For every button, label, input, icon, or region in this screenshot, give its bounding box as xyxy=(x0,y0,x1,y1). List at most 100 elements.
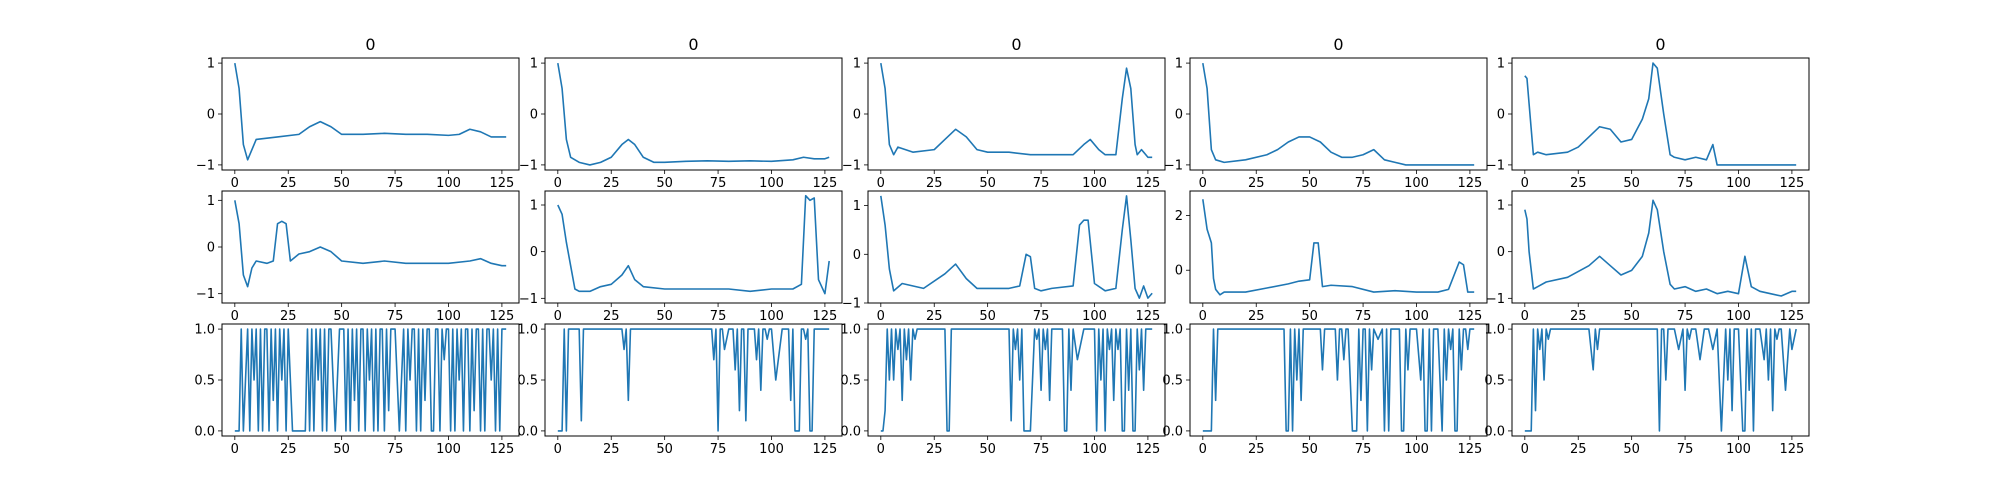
y-tick-label: 0.5 xyxy=(1162,374,1183,389)
y-tick-label: 0 xyxy=(1497,245,1505,260)
y-tick-label: 0.0 xyxy=(840,424,861,439)
x-tick-label: 50 xyxy=(1301,442,1318,457)
subplot-r2-c2: 0 25 50 75 100 125 0.0 0.5 1.0 xyxy=(840,323,1166,457)
x-tick-label: 0 xyxy=(1521,176,1529,191)
y-tick-label: 1.0 xyxy=(517,323,538,338)
x-tick-label: 25 xyxy=(280,442,297,457)
y-tick-label: 1 xyxy=(207,57,215,72)
y-tick-label: 0 xyxy=(1175,108,1183,123)
y-tick-label: 0 xyxy=(853,108,861,123)
x-tick-label: 50 xyxy=(333,442,350,457)
y-tick-label: −1 xyxy=(842,297,861,312)
x-tick-label: 125 xyxy=(1457,442,1482,457)
x-tick-label: 25 xyxy=(1248,442,1265,457)
x-tick-label: 25 xyxy=(1248,309,1265,324)
y-tick-label: 1 xyxy=(207,194,215,209)
x-tick-label: 100 xyxy=(1404,309,1429,324)
x-tick-label: 50 xyxy=(979,309,996,324)
x-tick-label: 125 xyxy=(812,442,837,457)
x-tick-label: 100 xyxy=(1082,309,1107,324)
series-line xyxy=(557,62,830,166)
x-tick-label: 25 xyxy=(280,176,297,191)
axes-frame xyxy=(544,57,843,171)
axes-frame xyxy=(1511,190,1810,304)
x-tick-label: 50 xyxy=(333,176,350,191)
y-tick-label: 0 xyxy=(1175,264,1183,279)
y-tick-label: 0.0 xyxy=(1484,424,1505,439)
y-tick-label: 1 xyxy=(530,199,538,214)
x-tick-label: 75 xyxy=(710,442,727,457)
subplot-r0-c2: 0 25 50 75 100 125 −1 0 1 xyxy=(842,57,1166,191)
series-line xyxy=(1524,328,1797,432)
subplot-r0-c0: 0 25 50 75 100 125 −1 0 1 xyxy=(196,57,520,191)
x-tick-label: 25 xyxy=(1570,442,1587,457)
x-tick-label: 125 xyxy=(1779,442,1804,457)
y-tick-label: 1 xyxy=(1497,57,1505,72)
x-tick-label: 50 xyxy=(656,442,673,457)
y-tick-label: 1 xyxy=(1497,199,1505,214)
y-tick-label: 0 xyxy=(530,245,538,260)
x-tick-label: 125 xyxy=(1457,309,1482,324)
x-tick-label: 125 xyxy=(489,309,514,324)
subplot-r1-c3: 0 25 50 75 100 125 0 2 xyxy=(1175,190,1488,324)
subplot-r1-c2: 0 25 50 75 100 125 −1 0 1 xyxy=(842,190,1166,324)
x-tick-label: 125 xyxy=(489,176,514,191)
x-tick-label: 100 xyxy=(759,176,784,191)
subplot-r0-c1: 0 25 50 75 100 125 −1 0 1 xyxy=(519,57,843,191)
x-tick-label: 25 xyxy=(603,442,620,457)
panel-title: 0 xyxy=(1333,35,1343,54)
x-tick-label: 50 xyxy=(656,176,673,191)
x-tick-label: 75 xyxy=(1355,442,1372,457)
x-tick-label: 25 xyxy=(1248,176,1265,191)
x-tick-label: 0 xyxy=(231,176,239,191)
series-line xyxy=(234,328,507,432)
x-tick-label: 50 xyxy=(1623,176,1640,191)
axes-frame xyxy=(867,190,1166,304)
x-tick-label: 100 xyxy=(436,309,461,324)
y-tick-label: 1 xyxy=(853,57,861,72)
x-tick-label: 125 xyxy=(1135,309,1160,324)
x-tick-label: 75 xyxy=(1677,442,1694,457)
series-line xyxy=(1202,62,1475,166)
x-tick-label: 0 xyxy=(1199,176,1207,191)
x-tick-label: 0 xyxy=(877,442,885,457)
panel-title: 0 xyxy=(1655,35,1665,54)
series-line xyxy=(234,200,507,288)
subplot-r1-c4: 0 25 50 75 100 125 −1 0 1 xyxy=(1486,190,1810,324)
x-tick-label: 0 xyxy=(1199,442,1207,457)
y-tick-label: 1.0 xyxy=(840,323,861,338)
x-tick-label: 25 xyxy=(1570,176,1587,191)
subplot-r2-c4: 0 25 50 75 100 125 0.0 0.5 1.0 xyxy=(1484,323,1810,457)
y-tick-label: −1 xyxy=(196,158,215,173)
series-line xyxy=(557,328,830,432)
x-tick-label: 0 xyxy=(554,176,562,191)
x-tick-label: 25 xyxy=(926,442,943,457)
x-tick-label: 50 xyxy=(1301,309,1318,324)
x-tick-label: 50 xyxy=(656,309,673,324)
y-tick-label: −1 xyxy=(519,292,538,307)
y-tick-label: 1 xyxy=(1175,57,1183,72)
y-tick-label: 1.0 xyxy=(1484,323,1505,338)
panel-title: 0 xyxy=(1011,35,1021,54)
x-tick-label: 75 xyxy=(1677,176,1694,191)
axes-frame xyxy=(1189,57,1488,171)
x-tick-label: 25 xyxy=(926,309,943,324)
x-tick-label: 125 xyxy=(812,176,837,191)
x-tick-label: 50 xyxy=(1301,176,1318,191)
y-tick-label: 1.0 xyxy=(194,323,215,338)
y-tick-label: −1 xyxy=(1486,292,1505,307)
y-tick-label: 2 xyxy=(1175,209,1183,224)
y-tick-label: −1 xyxy=(519,158,538,173)
x-tick-label: 0 xyxy=(554,309,562,324)
x-tick-label: 50 xyxy=(979,442,996,457)
y-tick-label: −1 xyxy=(1486,158,1505,173)
x-tick-label: 100 xyxy=(1404,176,1429,191)
subplot-r2-c1: 0 25 50 75 100 125 0.0 0.5 1.0 xyxy=(517,323,843,457)
x-tick-label: 0 xyxy=(1199,309,1207,324)
y-tick-label: −1 xyxy=(1164,158,1183,173)
x-tick-label: 75 xyxy=(710,176,727,191)
x-tick-label: 75 xyxy=(1355,309,1372,324)
x-tick-label: 0 xyxy=(1521,442,1529,457)
subplot-r2-c3: 0 25 50 75 100 125 0.0 0.5 1.0 xyxy=(1162,323,1488,457)
x-tick-label: 25 xyxy=(603,176,620,191)
